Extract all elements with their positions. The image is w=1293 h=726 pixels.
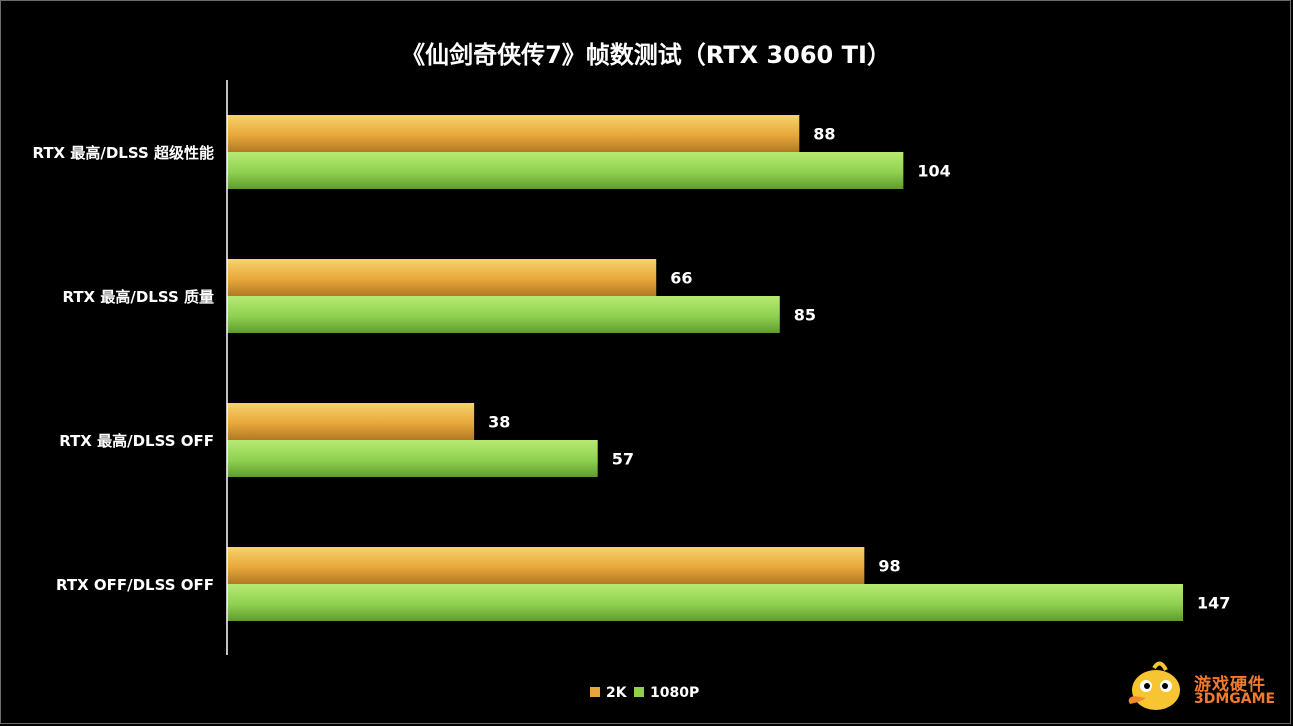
watermark: 游戏硬件 3DMGAME <box>1124 656 1284 716</box>
category-label: RTX 最高/DLSS 质量 <box>62 288 214 306</box>
data-label: 66 <box>670 269 692 288</box>
data-label: 147 <box>1197 594 1230 613</box>
chart-title: 《仙剑奇侠传7》帧数测试（RTX 3060 TI） <box>401 41 891 69</box>
watermark-line1: 游戏硬件 <box>1194 675 1266 695</box>
legend-label-2k: 2K <box>606 685 628 701</box>
data-label: 57 <box>612 450 634 469</box>
data-label: 98 <box>878 557 900 576</box>
bar-2k <box>227 115 800 152</box>
legend-swatch-1080p <box>634 687 644 697</box>
watermark-line2: 3DMGAME <box>1194 691 1276 707</box>
category-label: RTX 最高/DLSS 超级性能 <box>32 144 214 162</box>
category-label: RTX 最高/DLSS OFF <box>59 432 214 450</box>
data-label: 38 <box>488 413 510 432</box>
data-label: 85 <box>794 306 816 325</box>
bar-2k <box>227 403 475 440</box>
bar-1080p <box>227 440 598 477</box>
bar-2k <box>227 547 865 584</box>
bar-1080p <box>227 152 904 189</box>
duck-mascot-icon <box>1128 661 1180 710</box>
bar-2k <box>227 259 657 296</box>
bar-1080p <box>227 296 780 333</box>
category-label: RTX OFF/DLSS OFF <box>56 576 214 594</box>
legend-label-1080p: 1080P <box>650 685 699 701</box>
legend-swatch-2k <box>590 687 600 697</box>
bar-1080p <box>227 584 1183 621</box>
data-label: 104 <box>917 162 950 181</box>
data-label: 88 <box>813 125 835 144</box>
